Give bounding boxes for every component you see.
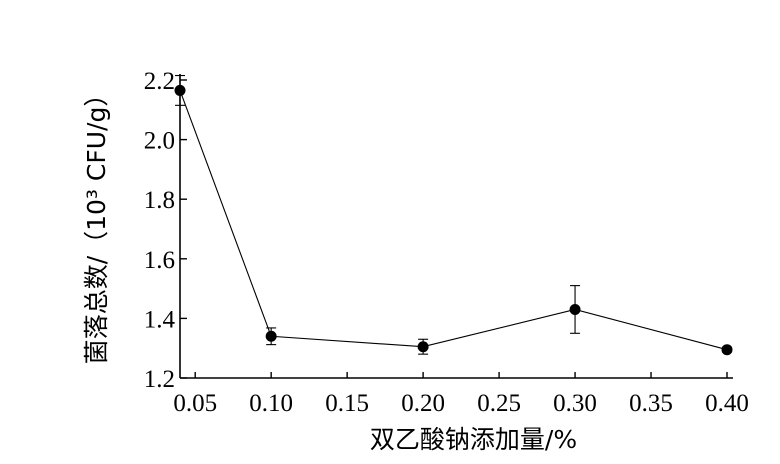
x-tick-label: 0.15 (325, 390, 369, 417)
x-tick-label: 0.35 (629, 390, 673, 417)
y-tick-label: 2.2 (144, 68, 175, 95)
x-ticks: 0.05 0.10 0.15 0.20 0.25 0.30 0.35 0.40 (173, 372, 749, 417)
data-point (417, 341, 429, 353)
axes (179, 74, 733, 379)
x-axis-title: 双乙酸钠添加量/% (370, 425, 577, 454)
y-tick-label: 1.6 (144, 247, 175, 274)
data-point (265, 330, 277, 342)
x-tick-label: 0.05 (173, 390, 217, 417)
x-tick-label: 0.25 (477, 390, 521, 417)
x-tick-label: 0.20 (401, 390, 445, 417)
y-tick-label: 2.0 (144, 128, 175, 155)
series (174, 74, 733, 356)
y-tick-label: 1.8 (144, 187, 175, 214)
data-point (174, 84, 186, 96)
data-point (569, 303, 581, 315)
y-tick-label: 1.4 (144, 306, 176, 333)
y-axis-title: 菌落总数/（10³ CFU/g） (82, 82, 111, 365)
series-line (179, 90, 728, 351)
y-ticks: 1.2 1.4 1.6 1.8 2.0 2.2 (144, 68, 187, 393)
x-tick-label: 0.30 (553, 390, 597, 417)
data-point (721, 344, 733, 356)
y-tick-label: 1.2 (144, 366, 175, 393)
x-tick-label: 0.40 (705, 390, 749, 417)
x-tick-label: 0.10 (249, 390, 293, 417)
